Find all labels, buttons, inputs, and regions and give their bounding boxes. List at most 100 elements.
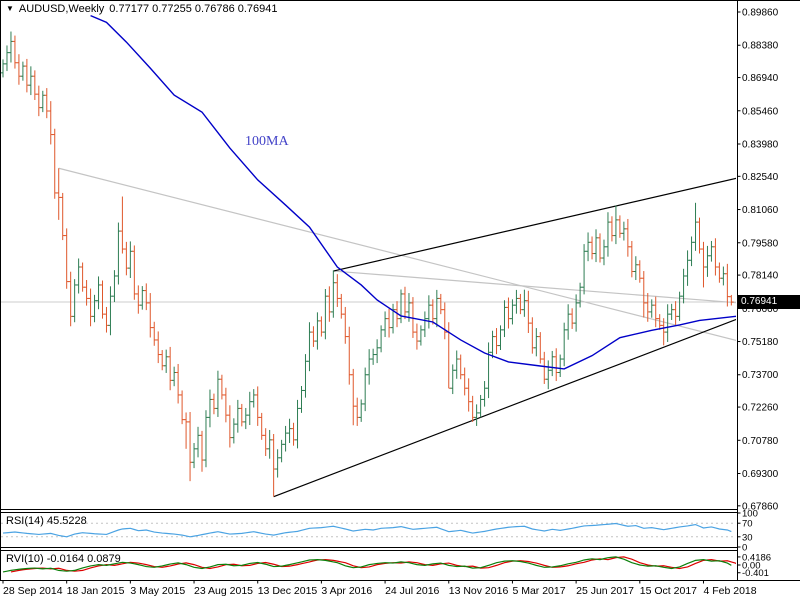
ohlc-bar [299, 385, 304, 413]
ohlc-bar [565, 304, 571, 340]
chart-title: ▼ AUDUSD,Weekly 0.77177 0.77255 0.76786 … [6, 3, 278, 15]
ohlc-bar [92, 294, 97, 323]
svg-text:0.4186: 0.4186 [742, 552, 771, 563]
ohlc-bar [450, 364, 456, 395]
ohlc-bar [311, 326, 316, 347]
ohlc-bar [705, 245, 710, 277]
date-axis: 28 Sep 2014 18 Jan 2015 3 May 2015 23 Aug 2… [2, 580, 757, 597]
ohlc-bar [251, 389, 257, 408]
ohlc-bar [538, 332, 543, 364]
svg-text:0.70780: 0.70780 [742, 436, 779, 447]
ohlc-bar [4, 45, 10, 72]
ohlc-bar [354, 397, 360, 426]
ohlc-bar [80, 262, 85, 292]
ohlc-bar [183, 412, 189, 449]
ohlc-bar [195, 426, 201, 458]
ohlc-bar [319, 316, 324, 337]
svg-text:0.88380: 0.88380 [742, 41, 779, 52]
ohlc-bar [247, 391, 253, 426]
ohlc-bar [677, 291, 682, 321]
ohlc-bar [697, 217, 702, 254]
rvi-main-line [2, 556, 732, 573]
ma-100-line [90, 14, 736, 370]
ohlc-bar [255, 386, 261, 426]
ohlc-bar [128, 241, 133, 279]
ohlc-bar [271, 434, 276, 497]
ohlc-bar [617, 215, 623, 238]
svg-text:0.69300: 0.69300 [742, 469, 779, 480]
ohlc-bar [287, 418, 292, 443]
ohlc-bar [147, 293, 153, 338]
svg-text:0.73700: 0.73700 [742, 370, 779, 381]
ohlc-bar [426, 295, 432, 329]
ohlc-bar [526, 290, 531, 333]
ohlc-bar [701, 241, 706, 288]
ohlc-bar [124, 241, 129, 276]
svg-text:0.86940: 0.86940 [742, 73, 779, 84]
ohlc-bar [143, 283, 149, 311]
ohlc-bar [374, 339, 380, 364]
ohlc-bar [721, 266, 726, 286]
ohlc-bar [597, 233, 603, 263]
ohlc-bar [175, 363, 181, 404]
ohlc-bar [402, 286, 408, 320]
ohlc-bar [482, 381, 487, 407]
svg-text:13 Dec 2015: 13 Dec 2015 [258, 585, 318, 597]
ohlc-bar [386, 308, 392, 338]
ohlc-bar [40, 90, 46, 113]
svg-text:0.78140: 0.78140 [742, 271, 779, 282]
ohlc-bar [434, 289, 440, 328]
svg-text:5 Mar 2017: 5 Mar 2017 [512, 585, 565, 597]
ohlc-bar [20, 61, 26, 81]
ohlc-bar [502, 300, 507, 338]
ohlc-bar [211, 393, 217, 415]
ohlc-bar [673, 301, 678, 325]
ohlc-bar [263, 428, 268, 457]
ohlc-bar [442, 302, 448, 340]
svg-text:0.75180: 0.75180 [742, 337, 779, 348]
ohlc-bar [64, 228, 69, 289]
ohlc-bar [362, 367, 368, 412]
ohlc-bar [104, 306, 109, 333]
ohlc-bar [541, 351, 547, 384]
ohlc-bar [637, 260, 643, 283]
pane-frame [0, 0, 800, 581]
rsi-indicator-label: RSI(14) 45.5228 [6, 515, 87, 527]
ohlc-bar [191, 442, 197, 469]
svg-text:70: 70 [742, 519, 753, 530]
symbol-menu-icon[interactable]: ▼ [6, 4, 14, 13]
ohlc-bar [291, 422, 296, 446]
ohlc-bar [454, 350, 460, 379]
ohlc-bar [199, 430, 205, 472]
ohlc-bar [283, 425, 288, 452]
ohlc-bar [522, 289, 527, 317]
svg-text:0.83980: 0.83980 [742, 139, 779, 150]
rsi-pane [1, 522, 736, 538]
ohlc-bar [36, 85, 42, 117]
ohlc-bar [593, 229, 599, 263]
ohlc-bar [275, 449, 280, 478]
ohlc-bar [713, 238, 718, 276]
ohlc-bar [48, 101, 54, 145]
ohlc-bar [140, 286, 145, 310]
rvi-pane [2, 556, 736, 573]
svg-text:23 Aug 2015: 23 Aug 2015 [194, 585, 253, 597]
ohlc-bar [709, 240, 714, 262]
svg-text:24 Jul 2016: 24 Jul 2016 [385, 585, 439, 597]
ohlc-bar [167, 346, 173, 391]
ohlc-bar [398, 289, 404, 324]
ohlc-bar [510, 299, 515, 325]
ohlc-bar [16, 54, 22, 85]
current-price-flag: 0.76941 [738, 295, 800, 309]
ohlc-bar [303, 354, 308, 398]
ohlc-bar [685, 250, 690, 286]
ohlc-bar [530, 317, 535, 354]
ohlc-bar [462, 367, 467, 396]
ohlc-bar [151, 321, 157, 346]
ohlc-bar [605, 212, 611, 257]
ohlc-bar [370, 348, 376, 365]
ohlc-bar [307, 322, 312, 372]
price-axis: 0.89860 0.88380 0.86940 0.85460 0.83980 0.825… [737, 8, 779, 579]
